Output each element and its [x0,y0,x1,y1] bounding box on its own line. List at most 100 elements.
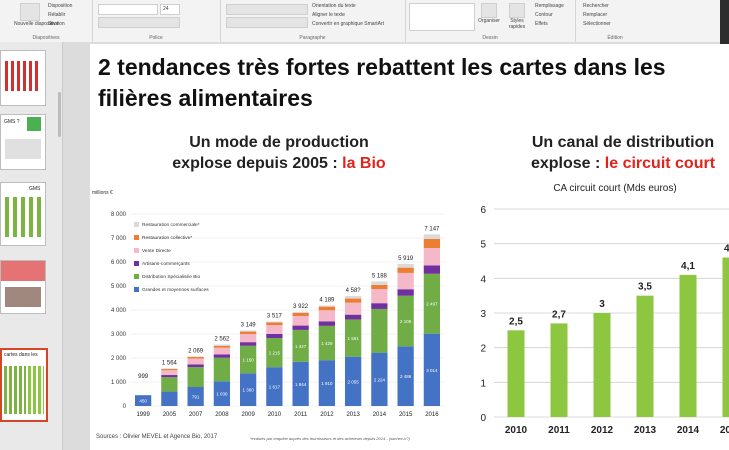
arrange-button[interactable]: Organiser [478,18,500,24]
text-direction-button[interactable]: Orientation du texte [312,3,356,9]
left-subtitle-text: explose depuis 2005 : [172,155,343,172]
select-button[interactable]: Sélectionner [583,21,611,27]
x-tick-label: 2009 [241,412,255,418]
bar-segment [423,248,441,266]
bar-segment [239,345,257,374]
sources-text: Sources : Olivier MEVEL et Agence Bio, 2… [96,434,218,440]
legend-label: Distribution Spécialisée Bio [142,274,200,280]
bar-segment [318,321,336,326]
bar-segment [397,267,414,273]
thumbnail-scrollbar[interactable] [58,92,61,137]
y-axis-unit-label: millions € [92,190,113,196]
x-tick-label: 2013 [634,425,657,436]
ribbon-group-slides: Nouvelle diapositive Disposition Rétabli… [0,0,93,42]
left-subtitle-line-1: Un mode de production [189,134,369,151]
bar-segment [292,325,309,330]
bar-segment [397,346,414,406]
slide-thumbnail-2[interactable]: GMS ? [0,114,46,170]
find-button[interactable]: Rechercher [583,3,609,9]
outline-button[interactable]: Contour [535,12,553,18]
y-tick-label: 7 000 [111,236,127,242]
new-slide-button[interactable]: Nouvelle diapositive [14,21,59,27]
bar-segment [397,263,414,268]
bar-segment [344,319,362,357]
reset-button[interactable]: Rétablir [48,12,66,18]
bar-segment [397,289,414,296]
segment-value-label: 2 497 [426,302,438,307]
bar-total-label: 5 188 [372,273,388,279]
ribbon: Nouvelle diapositive Disposition Rétabli… [0,0,729,43]
legend-swatch [134,261,139,266]
font-format-toolbar[interactable] [98,17,180,28]
bar-segment [213,381,231,406]
bar-segment [318,305,336,307]
thumbnail-bar-chart [5,197,41,237]
ribbon-group-label: Police [149,35,163,41]
slide-thumbnail-4[interactable] [0,260,46,314]
font-family-select[interactable] [98,4,158,15]
x-tick-label: 2016 [425,412,439,418]
segment-value-label: 1 617 [269,385,281,390]
legend-label: Restauration collective* [142,235,192,241]
replace-button[interactable]: Remplacer [583,12,608,18]
bar-segment [371,289,388,304]
right-subtitle[interactable]: Un canal de distribution explose : le ci… [508,132,729,174]
x-tick-label: 2012 [320,412,334,418]
slide-canvas[interactable]: 2 tendances très fortes rebattent les ca… [90,44,729,450]
bar-segment [344,314,362,320]
short-circuit-chart[interactable]: 0 1 2 3 4 5 6 2,5 2010 2,7 2011 3 2012 3,5 2013 4,1 2014… [470,199,729,450]
ribbon-group-label: Édition [607,35,623,41]
bar-segment [239,373,257,406]
bar-segment [266,333,283,339]
left-subtitle[interactable]: Un mode de production explose depuis 200… [90,132,468,174]
new-slide-icon[interactable] [20,3,40,21]
legend-label: Restauration commerciale* [142,222,200,228]
font-size-select[interactable]: 24 [160,4,180,15]
layout-button[interactable]: Disposition [48,3,73,9]
x-tick-label: 2015 [399,412,413,418]
segment-value-label: 450 [139,399,147,404]
section-button[interactable]: Section [48,21,65,27]
ribbon-group-editing: Rechercher Remplacer Sélectionner Éditio… [575,0,655,42]
segment-value-label: 1 910 [321,381,333,386]
bar-segment [213,347,231,355]
shapes-gallery[interactable] [409,3,475,31]
bar-segment [318,325,336,361]
slide-thumbnail-3[interactable]: GMS [0,182,46,246]
y-tick-label: 2 000 [111,356,127,362]
quick-styles-button[interactable]: Styles rapides [508,18,526,30]
thumbnail-bar-chart [4,366,26,414]
bar-segment [423,238,441,249]
ribbon-group-label: Paragraphe [299,35,326,41]
fill-button[interactable]: Remplissage [535,3,564,9]
list-buttons[interactable] [226,4,308,15]
arrange-icon[interactable] [481,3,497,18]
effects-button[interactable]: Effets [535,21,548,27]
bar-segment [397,295,414,347]
x-tick-label: 2010 [268,412,282,418]
segment-value-label: 1 551 [347,336,359,341]
bar-total-label: 1 564 [162,360,178,366]
bar [550,323,568,417]
segment-value-label: 1 844 [295,382,307,387]
slide-thumbnail-1[interactable] [0,50,46,106]
organic-sales-chart[interactable]: millions € 0 1 000 2 000 3 000 4 000 5 000 6 00… [90,184,450,434]
quick-styles-icon[interactable] [509,3,525,18]
slide-title[interactable]: 2 tendances très fortes rebattent les ca… [98,54,666,111]
right-subtitle-line-2: explose : le circuit court [508,153,729,174]
thumbnail-text: cartes dans les [4,352,38,358]
bar-segment [423,333,441,406]
bar-segment [187,357,204,359]
align-text-button[interactable]: Aligner le texte [312,12,346,18]
ribbon-group-font: 24 Police [92,0,221,42]
y-tick-label: 3 [480,309,486,320]
bar-total-label: 3 517 [267,314,283,320]
alignment-buttons[interactable] [226,17,308,28]
legend-label: Grandes et moyennes surfaces [142,287,209,293]
segment-value-label: 2 486 [400,374,412,379]
slide-thumbnail-5-active[interactable]: cartes dans les [0,348,48,422]
smartart-button[interactable]: Convertir en graphique SmartArt [312,21,384,27]
bar-total-label: 3 149 [241,322,257,328]
bar-segment [344,302,362,315]
bar [507,330,525,417]
